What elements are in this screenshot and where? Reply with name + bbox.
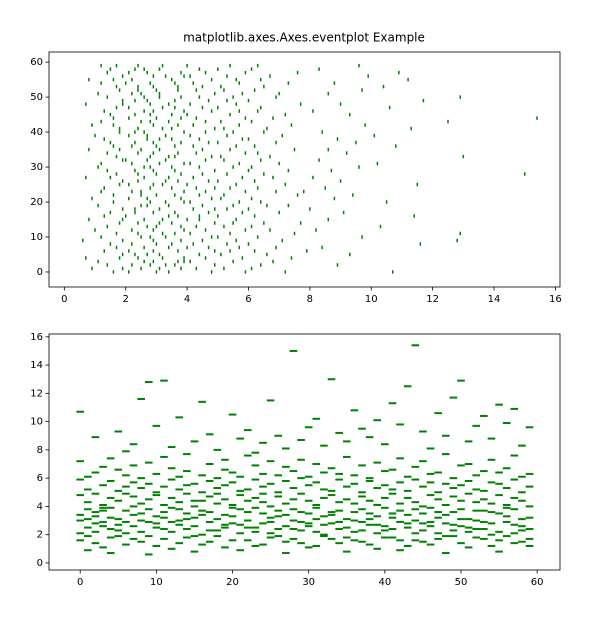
x-tick-label: 2 [123, 294, 129, 305]
y-tick-label: 0 [37, 558, 43, 569]
x-tick-label: 10 [365, 294, 378, 305]
x-tick-label: 60 [531, 577, 544, 588]
y-tick-label: 2 [37, 530, 43, 541]
axes-frame [48, 51, 561, 288]
x-tick-label: 20 [226, 577, 239, 588]
x-tick-label: 50 [455, 577, 468, 588]
y-tick-label: 16 [30, 332, 43, 343]
y-tick-label: 20 [30, 197, 43, 208]
x-tick-label: 40 [378, 577, 391, 588]
y-tick-label: 4 [37, 501, 43, 512]
y-tick-label: 40 [30, 127, 43, 138]
x-tick-label: 0 [77, 577, 83, 588]
x-tick-label: 8 [307, 294, 313, 305]
y-tick-label: 50 [30, 92, 43, 103]
y-tick-label: 60 [30, 57, 43, 68]
x-tick-label: 16 [549, 294, 562, 305]
x-tick-label: 6 [245, 294, 251, 305]
chart-title: matplotlib.axes.Axes.eventplot Example [183, 31, 425, 45]
x-tick-label: 0 [61, 294, 67, 305]
y-tick-label: 0 [37, 267, 43, 278]
x-tick-label: 12 [426, 294, 439, 305]
x-tick-label: 14 [488, 294, 501, 305]
y-tick-label: 10 [30, 232, 43, 243]
y-tick-label: 14 [30, 360, 43, 371]
axes-frame [48, 333, 561, 571]
y-tick-label: 10 [30, 417, 43, 428]
x-tick-label: 4 [184, 294, 190, 305]
x-tick-label: 10 [150, 577, 163, 588]
y-tick-label: 6 [37, 473, 43, 484]
y-tick-label: 8 [37, 445, 43, 456]
y-tick-label: 12 [30, 388, 43, 399]
x-tick-label: 30 [302, 577, 315, 588]
y-tick-label: 30 [30, 162, 43, 173]
